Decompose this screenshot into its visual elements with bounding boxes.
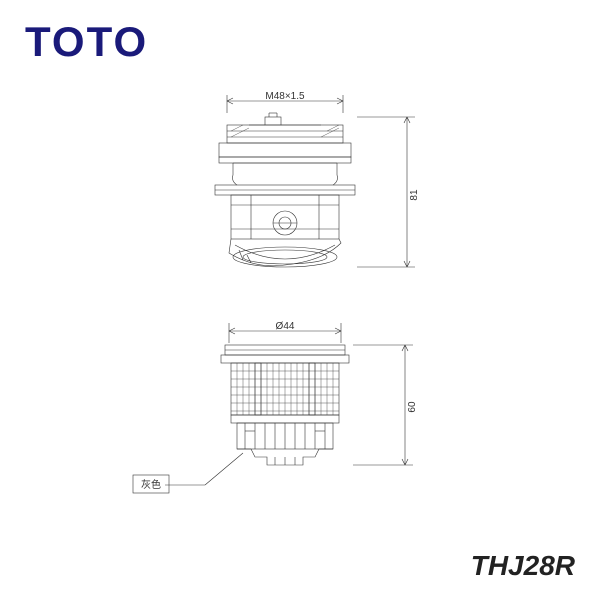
product-code: THJ28R <box>471 550 575 582</box>
dim-bottom-height: 60 <box>407 401 418 413</box>
dim-top-thread: M48×1.5 <box>265 91 305 102</box>
dim-top-height: 81 <box>409 189 420 201</box>
technical-diagram: M48×1.5 81 <box>60 85 540 515</box>
dim-bottom-diameter: Ø44 <box>276 321 295 332</box>
callout-color-label: 灰色 <box>141 478 161 491</box>
brand-logo: TOTO <box>25 18 148 66</box>
